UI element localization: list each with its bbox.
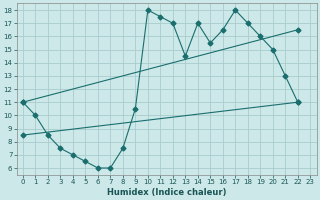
X-axis label: Humidex (Indice chaleur): Humidex (Indice chaleur) [107, 188, 226, 197]
